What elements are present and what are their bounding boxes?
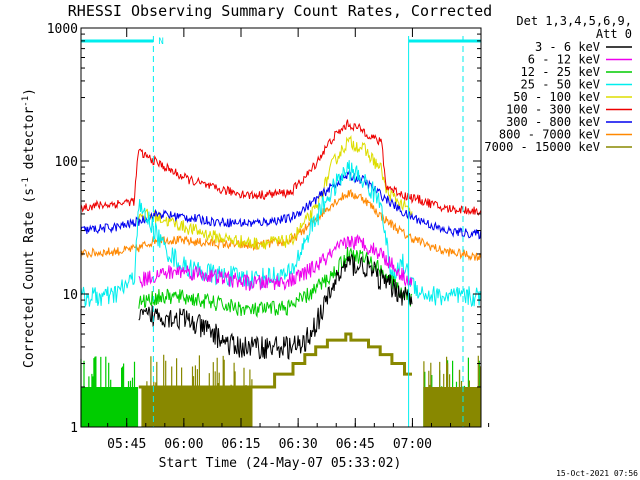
x-axis: 05:45 06:00 06:15 06:30 06:45 07:00 — [88, 28, 490, 452]
series-line-2 — [138, 246, 413, 319]
series-line-0 — [138, 253, 413, 361]
night-flag-label: N — [158, 37, 163, 47]
y-tick-label-1: 10 — [62, 288, 78, 303]
olive-noise-patch-0 — [141, 354, 253, 427]
series-line-4 — [138, 135, 413, 250]
y-axis-label: Corrected Count Rate (s-1 detector-1) — [21, 88, 37, 368]
series-line-5 — [80, 119, 482, 216]
legend-header-line-1: Det 1,3,4,5,6,9, — [516, 14, 632, 28]
legend-label-1: 6 - 12 keV — [528, 53, 600, 67]
series-line-3 — [80, 160, 482, 309]
y-tick-label-3: 1000 — [47, 22, 78, 37]
series-path-0 — [138, 253, 413, 361]
series-path-2 — [138, 246, 413, 319]
x-tick-label-4: 06:45 — [336, 437, 375, 452]
x-tick-label-3: 06:30 — [279, 437, 318, 452]
legend-header-line-2: Att 0 — [596, 27, 632, 41]
legend-label-6: 300 - 800 keV — [506, 115, 600, 129]
series-path-1 — [138, 233, 413, 291]
olive-noise-patch-0-path — [141, 354, 253, 427]
chart-title: RHESSI Observing Summary Count Rates, Co… — [68, 2, 492, 20]
x-tick-label-2: 06:15 — [221, 437, 260, 452]
legend-label-7: 800 - 7000 keV — [499, 128, 600, 142]
legend-label-8: 7000 - 15000 keV — [484, 140, 600, 154]
x-tick-label-0: 05:45 — [107, 437, 146, 452]
series-line-1 — [138, 233, 413, 291]
x-tick-label-1: 06:00 — [164, 437, 203, 452]
olive-noise-patch-1 — [423, 355, 481, 427]
y-tick-label-2: 100 — [55, 155, 78, 170]
y-axis: 1 10 100 1000 — [47, 22, 481, 436]
legend-label-2: 12 - 25 keV — [521, 65, 600, 79]
legend-label-5: 100 - 300 keV — [506, 103, 600, 117]
x-tick-label-5: 07:00 — [393, 437, 432, 452]
datestamp: 15-Oct-2021 07:56 — [556, 469, 638, 478]
series-path-4 — [138, 135, 413, 250]
plot-series-layer — [80, 119, 482, 427]
series-path-5 — [80, 119, 482, 216]
x-axis-label: Start Time (24-May-07 05:33:02) — [159, 456, 402, 471]
series-line-8 — [138, 332, 412, 389]
legend-label-0: 3 - 6 keV — [535, 40, 600, 54]
plot-decor-layer: N — [81, 36, 481, 427]
legend-label-3: 25 - 50 keV — [521, 78, 600, 92]
legend-label-4: 50 - 100 keV — [513, 90, 600, 104]
olive-noise-patch-1-path — [423, 355, 481, 427]
y-tick-label-0: 1 — [70, 421, 78, 436]
plot-frame — [80, 27, 482, 428]
series-path-8 — [138, 332, 412, 389]
series-path-3 — [80, 160, 482, 309]
